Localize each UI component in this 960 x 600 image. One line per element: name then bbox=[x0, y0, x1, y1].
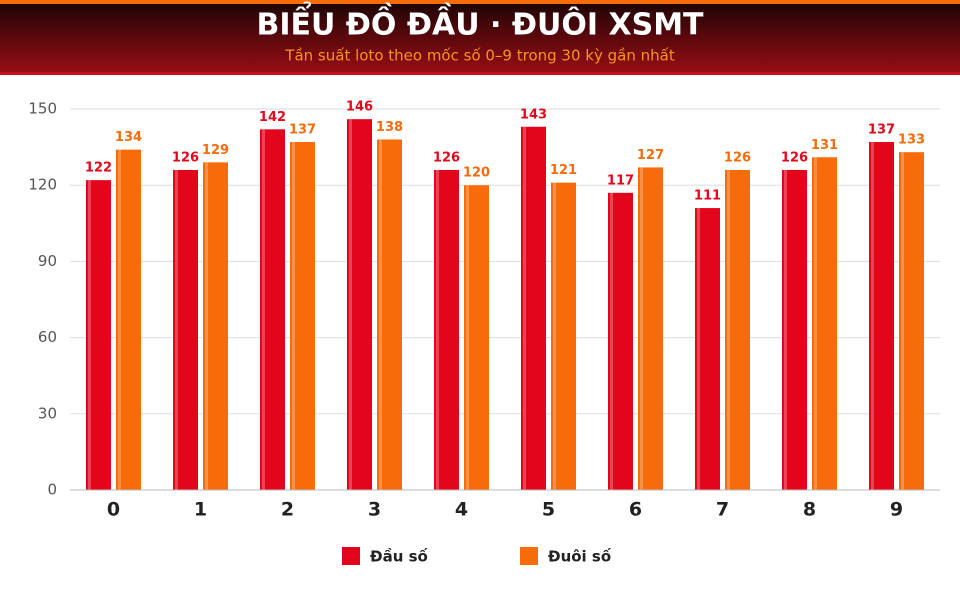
data-label: 137 bbox=[289, 123, 316, 138]
bar bbox=[173, 169, 198, 490]
bar bbox=[638, 167, 663, 491]
x-tick-label: 8 bbox=[803, 499, 816, 521]
bar-highlight bbox=[640, 167, 643, 491]
bar bbox=[899, 152, 924, 490]
x-tick-label: 4 bbox=[455, 499, 468, 521]
legend-label: Đầu số bbox=[370, 547, 429, 566]
bar bbox=[203, 162, 228, 490]
chart-title: BIỂU ĐỒ ĐẦU · ĐUÔI XSMT bbox=[256, 2, 704, 43]
bar bbox=[608, 192, 633, 490]
y-tick-label: 30 bbox=[38, 404, 57, 422]
data-label: 111 bbox=[694, 189, 721, 204]
data-label: 146 bbox=[346, 100, 373, 115]
y-tick-label: 0 bbox=[47, 481, 57, 499]
bar bbox=[377, 139, 402, 491]
header-border bbox=[0, 72, 960, 75]
bar bbox=[290, 142, 315, 490]
data-label: 143 bbox=[520, 107, 547, 122]
x-tick-label: 6 bbox=[629, 499, 642, 521]
data-label: 137 bbox=[868, 123, 895, 138]
bar-highlight bbox=[175, 169, 178, 490]
bar-highlight bbox=[292, 142, 295, 490]
bar-highlight bbox=[466, 185, 469, 490]
x-tick-label: 0 bbox=[107, 499, 120, 521]
y-tick-label: 120 bbox=[28, 176, 57, 194]
data-label: 126 bbox=[724, 150, 751, 165]
data-label: 117 bbox=[607, 173, 634, 188]
bar-highlight bbox=[523, 126, 526, 490]
x-tick-label: 7 bbox=[716, 499, 729, 521]
data-label: 134 bbox=[115, 130, 142, 145]
bar-highlight bbox=[205, 162, 208, 490]
data-label: 122 bbox=[85, 161, 112, 176]
x-tick-label: 2 bbox=[281, 499, 294, 521]
y-tick-label: 60 bbox=[38, 328, 57, 346]
data-label: 127 bbox=[637, 148, 664, 163]
data-label: 120 bbox=[463, 166, 490, 181]
data-label: 133 bbox=[898, 133, 925, 148]
bar bbox=[521, 126, 546, 490]
data-label: 138 bbox=[376, 120, 403, 135]
bar-highlight bbox=[262, 129, 265, 490]
bar-highlight bbox=[379, 139, 382, 491]
bar-highlight bbox=[436, 169, 439, 490]
bar bbox=[347, 119, 372, 490]
data-label: 142 bbox=[259, 110, 286, 125]
bar bbox=[695, 208, 720, 490]
bar bbox=[434, 169, 459, 490]
bar bbox=[869, 142, 894, 490]
bar bbox=[86, 180, 111, 490]
bar-highlight bbox=[118, 149, 121, 490]
legend-swatch bbox=[342, 547, 360, 565]
bar-highlight bbox=[871, 142, 874, 490]
x-tick-label: 5 bbox=[542, 499, 555, 521]
x-tick-label: 9 bbox=[890, 499, 903, 521]
data-label: 126 bbox=[172, 150, 199, 165]
data-label: 121 bbox=[550, 163, 577, 178]
bar bbox=[551, 182, 576, 490]
bar-highlight bbox=[727, 169, 730, 490]
bar bbox=[116, 149, 141, 490]
bar bbox=[260, 129, 285, 490]
chart-subtitle: Tần suất loto theo mốc số 0–9 trong 30 k… bbox=[284, 47, 675, 65]
x-tick-label: 3 bbox=[368, 499, 381, 521]
bar-highlight bbox=[88, 180, 91, 490]
header bbox=[0, 0, 960, 75]
bar-highlight bbox=[610, 192, 613, 490]
bar bbox=[782, 169, 807, 490]
data-label: 129 bbox=[202, 143, 229, 158]
bar-highlight bbox=[553, 182, 556, 490]
bar bbox=[812, 157, 837, 490]
bar-highlight bbox=[814, 157, 817, 490]
bar-highlight bbox=[697, 208, 700, 490]
x-tick-label: 1 bbox=[194, 499, 207, 521]
data-label: 126 bbox=[433, 150, 460, 165]
header-accent bbox=[0, 0, 960, 4]
bar-highlight bbox=[784, 169, 787, 490]
data-label: 126 bbox=[781, 150, 808, 165]
bar bbox=[464, 185, 489, 490]
bar-highlight bbox=[349, 119, 352, 490]
bar bbox=[725, 169, 750, 490]
legend-label: Đuôi số bbox=[548, 547, 612, 566]
y-tick-label: 150 bbox=[28, 100, 57, 118]
data-label: 131 bbox=[811, 138, 838, 153]
legend-swatch bbox=[520, 547, 538, 565]
bar-highlight bbox=[901, 152, 904, 490]
y-tick-label: 90 bbox=[38, 252, 57, 270]
